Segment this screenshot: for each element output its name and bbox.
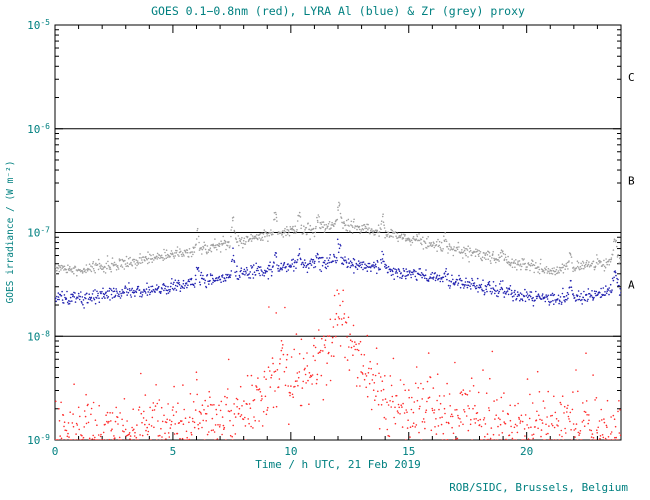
x-tick-label-15: 15 <box>402 445 415 458</box>
x-tick-label-5: 5 <box>170 445 177 458</box>
tick-labels: 0 5 10 15 20 10-5 10-6 10-7 10-8 10-9 <box>27 18 533 458</box>
y-tick-label-1e-5: 10-5 <box>27 18 50 32</box>
flare-class-label-B: B <box>628 175 635 188</box>
series-lyra-zr-grey <box>55 201 621 277</box>
credit-text: ROB/SIDC, Brussels, Belgium <box>449 481 628 494</box>
flare-class-boundary-lines: C B A <box>55 71 635 337</box>
flare-class-label-C: C <box>628 71 635 84</box>
y-tick-label-1e-9: 10-9 <box>27 433 50 447</box>
series-lyra-al-blue <box>55 238 621 309</box>
y-tick-label-1e-7: 10-7 <box>27 226 50 240</box>
flare-class-label-A: A <box>628 278 635 291</box>
x-tick-label-20: 20 <box>520 445 533 458</box>
y-tick-label-1e-8: 10-8 <box>27 329 50 343</box>
chart-title: GOES 0.1−0.8nm (red), LYRA Al (blue) & Z… <box>151 4 525 18</box>
y-tick-label-1e-6: 10-6 <box>27 122 50 136</box>
x-tick-label-0: 0 <box>52 445 59 458</box>
scatter-points-layer <box>55 201 621 440</box>
x-axis-title: Time / h UTC, 21 Feb 2019 <box>255 458 421 471</box>
series-goes-xray-red <box>55 289 621 440</box>
y-axis-title: GOES irradiance / (W m⁻²) <box>5 161 16 304</box>
x-tick-label-10: 10 <box>284 445 297 458</box>
